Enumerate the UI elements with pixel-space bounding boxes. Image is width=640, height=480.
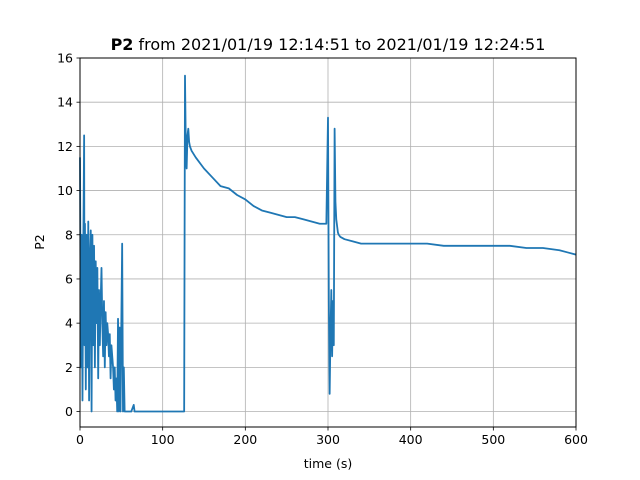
x-tick-label-1: 100	[151, 432, 175, 447]
chart-title: P2 from 2021/01/19 12:14:51 to 2021/01/1…	[111, 35, 546, 54]
y-tick-label-4: 8	[65, 227, 73, 242]
x-tick-label-4: 400	[399, 432, 423, 447]
y-tick-label-7: 14	[57, 95, 73, 110]
x-axis-label: time (s)	[304, 456, 352, 471]
y-axis: 0 2 4 6 8 10 12 14 16	[57, 51, 80, 419]
series-line-0	[79, 74, 577, 413]
y-tick-label-8: 16	[57, 51, 73, 66]
y-tick-label-0: 0	[65, 404, 73, 419]
x-tick-label-6: 600	[564, 432, 588, 447]
y-tick-label-1: 2	[65, 360, 73, 375]
x-tick-label-5: 500	[481, 432, 505, 447]
y-tick-label-6: 12	[57, 139, 73, 154]
y-axis-label: P2	[32, 234, 47, 250]
series-group	[79, 74, 577, 413]
x-axis: 0 100 200 300 400 500 600	[76, 427, 588, 447]
x-tick-label-0: 0	[76, 432, 84, 447]
y-tick-label-2: 4	[65, 316, 73, 331]
chart-title-rest: from 2021/01/19 12:14:51 to 2021/01/19 1…	[133, 35, 545, 54]
y-tick-label-3: 6	[65, 271, 73, 286]
x-tick-label-3: 300	[316, 432, 340, 447]
chart-title-bold: P2	[111, 35, 134, 54]
x-tick-label-2: 200	[233, 432, 257, 447]
y-tick-label-5: 10	[57, 183, 73, 198]
